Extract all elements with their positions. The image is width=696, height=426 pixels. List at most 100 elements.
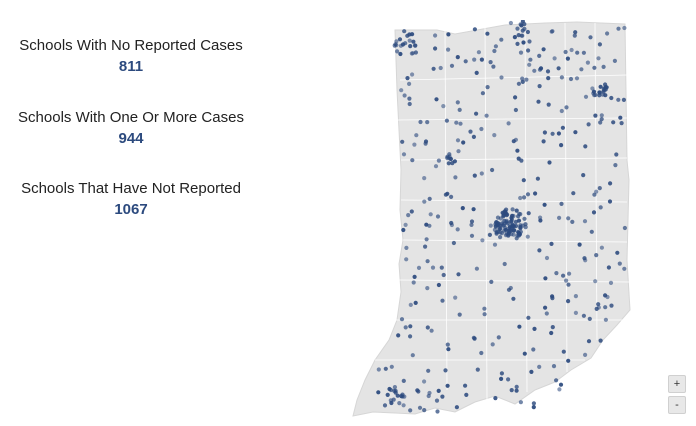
school-marker[interactable]	[409, 209, 414, 214]
school-marker[interactable]	[449, 222, 454, 228]
school-marker[interactable]	[423, 141, 428, 146]
school-marker[interactable]	[556, 131, 561, 136]
school-marker[interactable]	[410, 353, 415, 358]
school-marker[interactable]	[506, 121, 511, 126]
school-marker[interactable]	[510, 213, 515, 218]
school-marker[interactable]	[423, 244, 428, 249]
school-marker[interactable]	[609, 303, 614, 308]
school-marker[interactable]	[445, 383, 450, 388]
school-marker[interactable]	[492, 48, 497, 54]
school-marker[interactable]	[550, 294, 555, 299]
school-marker[interactable]	[458, 121, 463, 126]
school-marker[interactable]	[566, 216, 571, 221]
school-marker[interactable]	[550, 325, 555, 330]
school-marker[interactable]	[504, 211, 509, 216]
school-marker[interactable]	[410, 158, 415, 163]
school-marker[interactable]	[399, 88, 404, 93]
school-marker[interactable]	[550, 131, 555, 136]
school-marker[interactable]	[554, 271, 559, 276]
school-marker[interactable]	[425, 286, 430, 291]
school-marker[interactable]	[536, 99, 541, 104]
school-marker[interactable]	[395, 393, 400, 398]
school-marker[interactable]	[430, 265, 436, 270]
school-marker[interactable]	[435, 409, 440, 414]
school-marker[interactable]	[456, 149, 461, 154]
school-marker[interactable]	[516, 156, 521, 161]
school-marker[interactable]	[428, 212, 433, 217]
school-marker[interactable]	[468, 129, 473, 134]
school-marker[interactable]	[480, 238, 485, 243]
school-marker[interactable]	[522, 195, 527, 200]
school-marker[interactable]	[598, 120, 603, 125]
school-marker[interactable]	[564, 105, 569, 110]
school-marker[interactable]	[412, 142, 417, 147]
school-marker[interactable]	[385, 392, 390, 397]
school-marker[interactable]	[491, 64, 496, 69]
school-marker[interactable]	[490, 167, 495, 173]
school-marker[interactable]	[591, 89, 597, 94]
school-marker[interactable]	[570, 219, 575, 224]
school-marker[interactable]	[585, 60, 590, 65]
school-marker[interactable]	[425, 259, 430, 264]
school-marker[interactable]	[439, 265, 444, 270]
school-marker[interactable]	[492, 242, 498, 247]
school-marker[interactable]	[567, 271, 572, 276]
school-marker[interactable]	[572, 33, 577, 38]
school-marker[interactable]	[514, 384, 519, 389]
school-marker[interactable]	[488, 60, 493, 65]
school-marker[interactable]	[518, 400, 523, 405]
school-marker[interactable]	[427, 223, 432, 228]
school-marker[interactable]	[446, 161, 451, 166]
school-marker[interactable]	[407, 38, 412, 43]
school-marker[interactable]	[532, 326, 537, 331]
school-marker[interactable]	[525, 234, 530, 239]
school-marker[interactable]	[507, 227, 512, 233]
school-marker[interactable]	[517, 324, 522, 329]
school-marker[interactable]	[541, 47, 546, 52]
school-marker[interactable]	[404, 245, 409, 250]
school-marker[interactable]	[422, 176, 427, 181]
school-marker[interactable]	[444, 118, 449, 123]
school-marker[interactable]	[515, 41, 520, 46]
school-marker[interactable]	[471, 207, 476, 212]
school-marker[interactable]	[445, 191, 450, 196]
school-marker[interactable]	[443, 368, 448, 373]
school-marker[interactable]	[582, 219, 588, 224]
school-marker[interactable]	[594, 306, 599, 311]
school-marker[interactable]	[531, 401, 536, 406]
school-marker[interactable]	[433, 33, 438, 38]
school-marker[interactable]	[445, 342, 450, 347]
school-marker[interactable]	[453, 295, 458, 300]
school-marker[interactable]	[446, 47, 451, 52]
zoom-out-button[interactable]: -	[668, 396, 686, 414]
school-marker[interactable]	[427, 390, 432, 396]
school-marker[interactable]	[433, 46, 438, 51]
school-marker[interactable]	[583, 94, 589, 99]
school-marker[interactable]	[544, 255, 550, 261]
school-marker[interactable]	[543, 305, 548, 310]
school-marker[interactable]	[476, 50, 481, 55]
school-marker[interactable]	[532, 68, 537, 73]
school-marker[interactable]	[542, 130, 547, 135]
school-marker[interactable]	[513, 95, 518, 100]
school-marker[interactable]	[389, 364, 394, 369]
school-marker[interactable]	[450, 161, 455, 166]
school-marker[interactable]	[493, 44, 498, 49]
school-marker[interactable]	[401, 152, 407, 157]
school-marker[interactable]	[581, 173, 586, 178]
school-marker[interactable]	[474, 70, 479, 75]
school-marker[interactable]	[518, 195, 523, 201]
school-marker[interactable]	[575, 50, 580, 55]
school-marker[interactable]	[519, 23, 524, 28]
school-marker[interactable]	[382, 403, 388, 408]
school-marker[interactable]	[412, 274, 417, 279]
school-marker[interactable]	[591, 210, 597, 215]
school-marker[interactable]	[514, 388, 519, 393]
school-marker[interactable]	[597, 90, 602, 95]
school-marker[interactable]	[410, 72, 415, 77]
school-marker[interactable]	[396, 333, 401, 338]
school-marker[interactable]	[454, 120, 459, 125]
school-marker[interactable]	[416, 265, 422, 270]
school-marker[interactable]	[493, 396, 498, 401]
school-marker[interactable]	[592, 192, 597, 197]
